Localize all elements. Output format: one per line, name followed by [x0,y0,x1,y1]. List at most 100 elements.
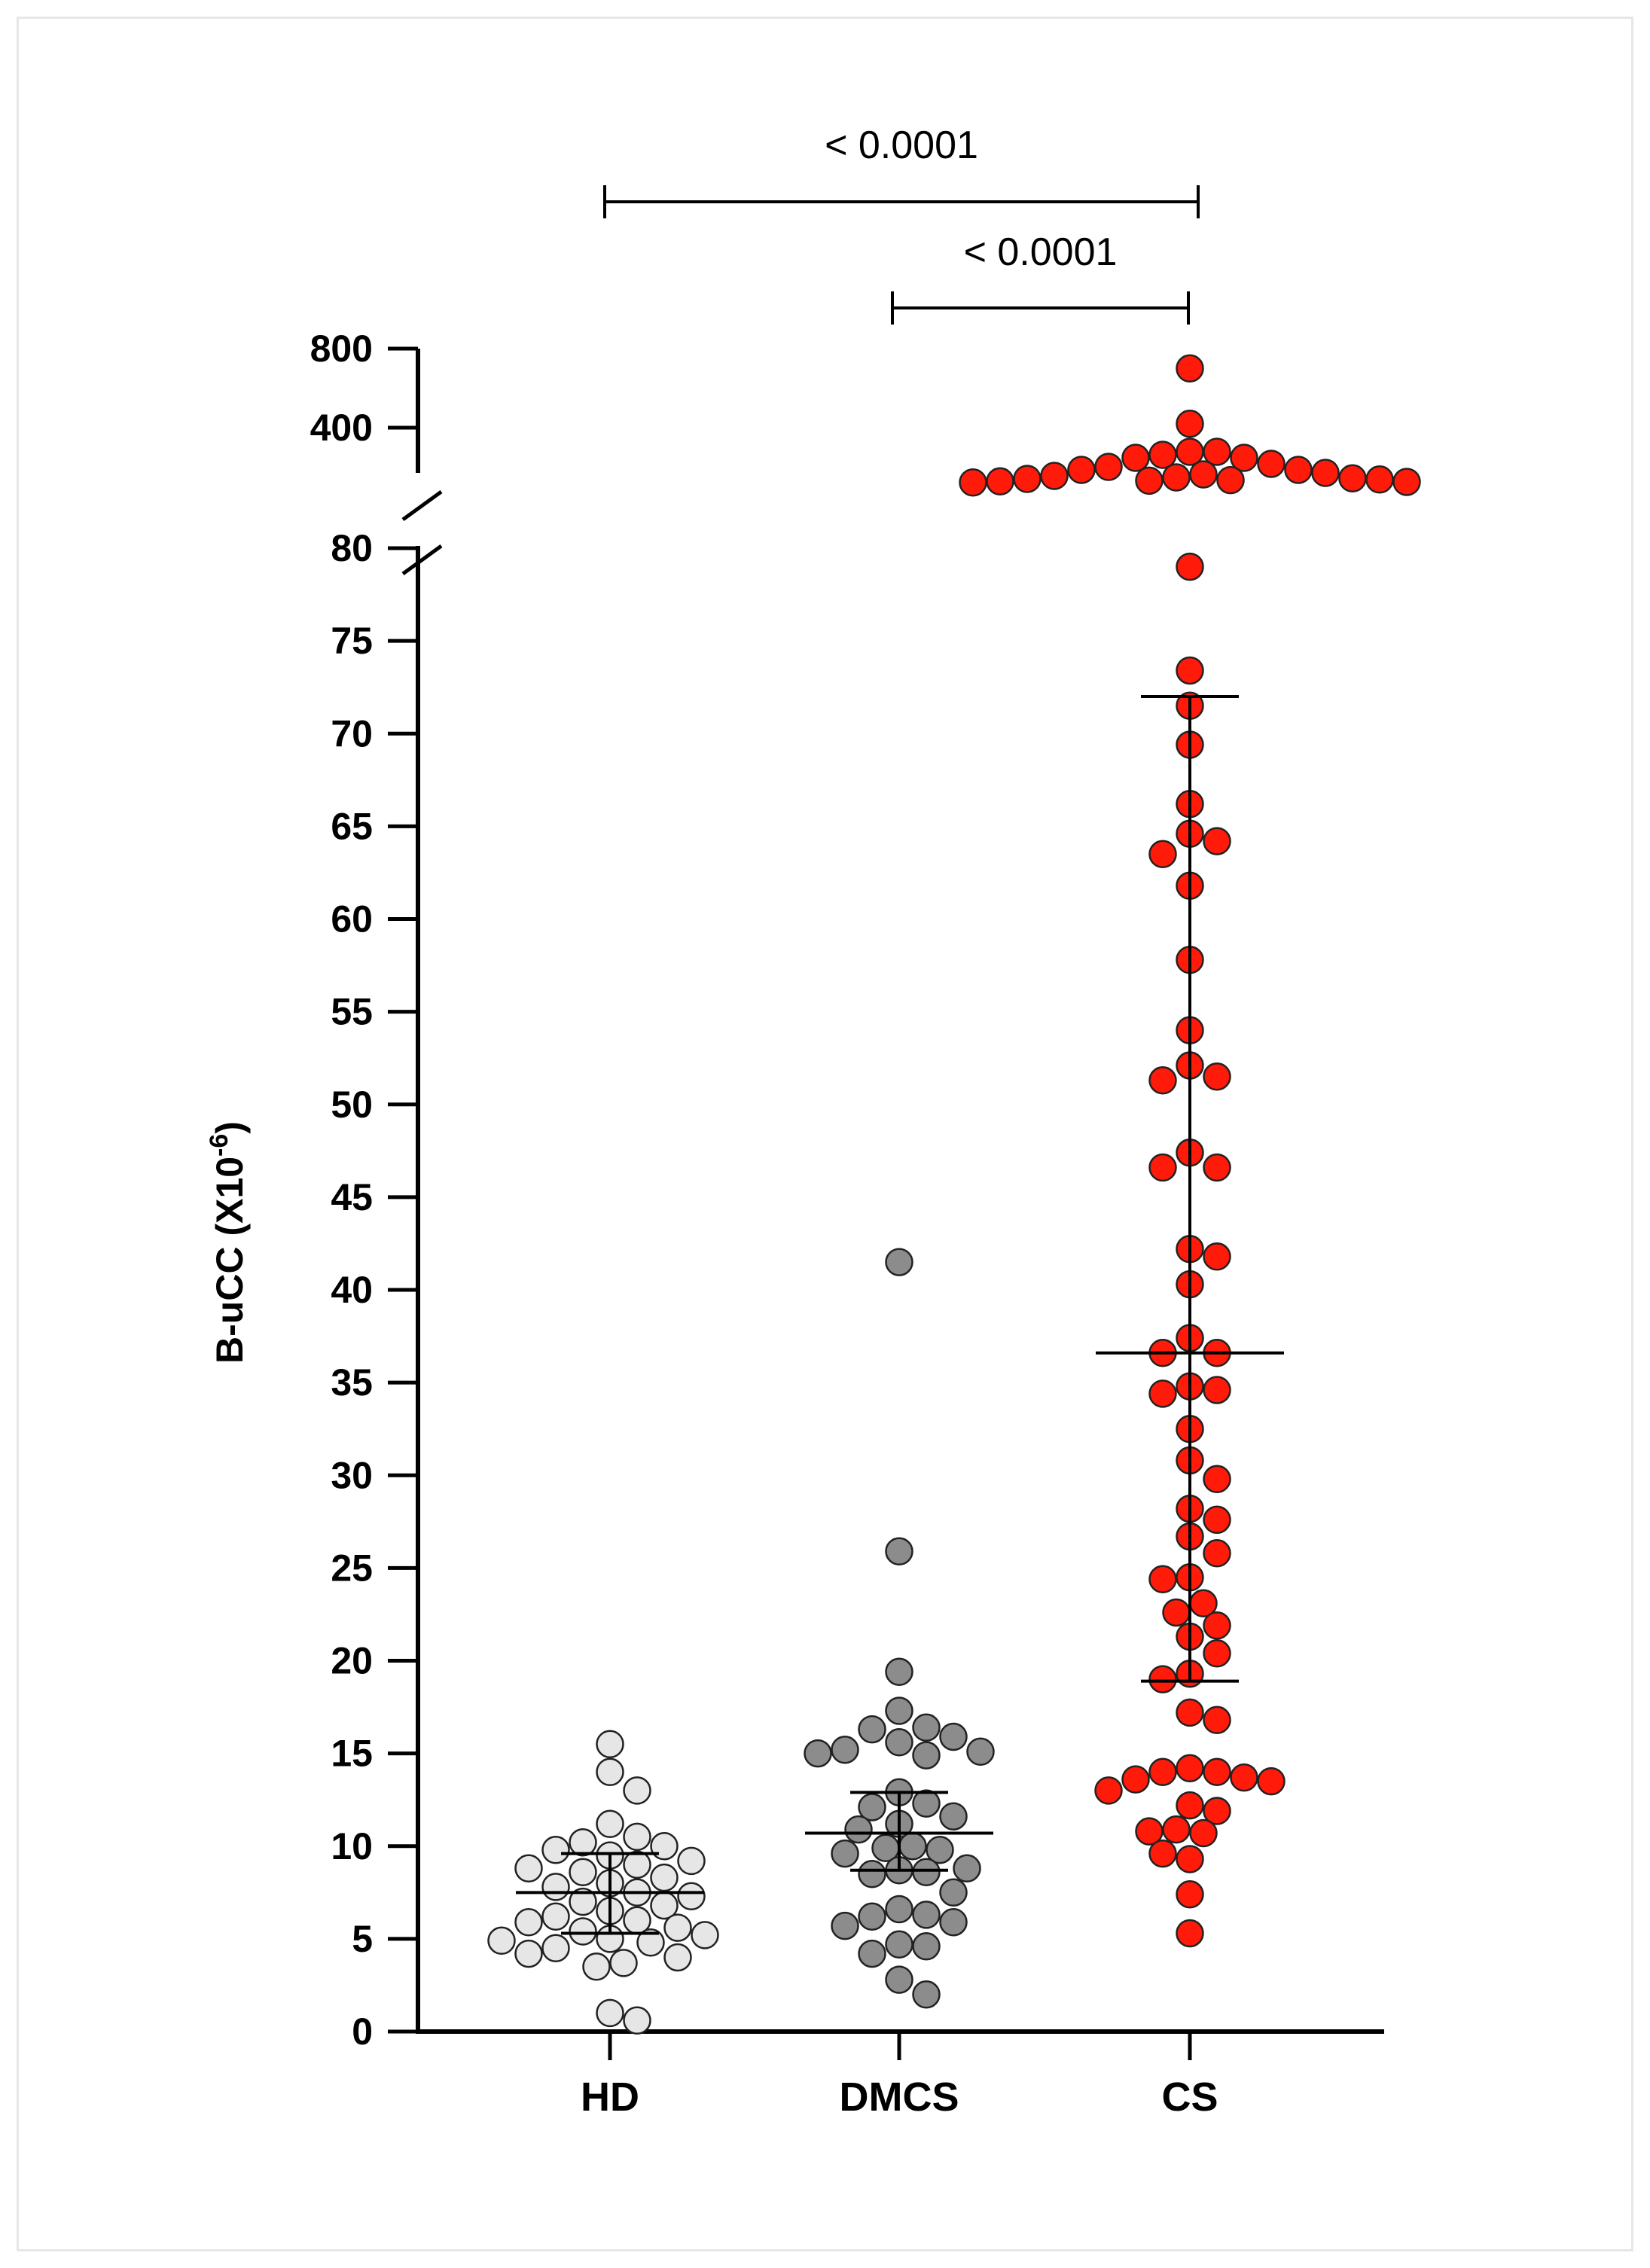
data-point-cs [1176,1880,1204,1909]
data-point-cs [1148,440,1177,469]
y-tick-label: 15 [331,1733,373,1775]
data-point-dmcs [831,1735,859,1764]
data-point-cs [1176,1791,1204,1820]
data-point-cs [1189,460,1218,489]
svg-text:B-uCC (X10-6): B-uCC (X10-6) [205,1121,251,1364]
x-category-label: DMCS [840,2074,959,2120]
y-tick-label: 60 [331,898,373,940]
data-point-dmcs [804,1739,832,1768]
data-point-cs [1189,1818,1218,1848]
data-point-cs [1162,1598,1191,1627]
data-point-cs [1311,459,1340,487]
data-point-cs [1216,465,1245,495]
data-point-cs [1013,465,1042,493]
p-value-label: < 0.0001 [825,123,978,167]
data-point-hd [541,1835,570,1864]
data-point-hd [596,1757,624,1787]
data-point-dmcs [939,1802,968,1831]
data-point-hd [663,1913,692,1942]
data-point-cs [1257,1767,1286,1796]
y-tick-label: 80 [331,527,373,569]
data-point-cs [1067,456,1096,484]
data-point-cs [959,468,987,497]
figure-frame [17,17,1633,2251]
data-point-dmcs [912,1789,941,1818]
data-point-cs [1176,1919,1204,1948]
data-point-dmcs [939,1907,968,1937]
data-point-cs [1148,1153,1177,1182]
data-point-dmcs [939,1722,968,1751]
data-point-cs [1176,1845,1204,1873]
data-point-cs [1203,1062,1231,1091]
data-point-dmcs [953,1854,981,1883]
data-point-dmcs [885,1930,913,1959]
data-point-cs [1203,1242,1231,1271]
data-point-dmcs [831,1911,859,1940]
data-point-hd [541,1873,570,1901]
data-point-dmcs [885,1728,913,1757]
data-point-hd [650,1832,679,1861]
data-point-cs [1148,840,1177,869]
data-point-hd [677,1882,706,1910]
data-point-dmcs [858,1902,886,1931]
data-point-cs [1176,1698,1204,1727]
data-point-cs [1094,453,1123,481]
median-iqr-bars [516,695,1284,1935]
data-points [487,354,1421,2035]
data-point-cs [1284,456,1313,484]
data-point-cs [1148,1839,1177,1868]
y-axis-title-close: ) [209,1121,251,1134]
data-point-cs [1203,1505,1231,1535]
data-point-dmcs [898,1832,927,1861]
data-point-cs [1162,1815,1191,1844]
y-tick-label: 10 [331,1825,373,1867]
data-point-cs [1121,1765,1150,1794]
data-point-cs [1338,464,1367,492]
data-point-hd [691,1921,719,1949]
data-point-hd [677,1846,706,1876]
data-point-hd [487,1926,516,1956]
data-point-dmcs [885,1657,913,1687]
x-category-label: CS [1161,2074,1218,2120]
data-point-dmcs [885,1895,913,1924]
data-point-dmcs [885,1537,913,1565]
data-point-cs [1203,827,1231,855]
data-point-cs [1135,1817,1164,1846]
data-point-dmcs [858,1939,886,1968]
data-point-cs [1148,1665,1177,1693]
data-point-cs [1392,468,1421,496]
data-point-cs [1176,1754,1204,1783]
data-point-hd [609,1949,638,1977]
data-point-cs [1148,1065,1177,1095]
y-axis-title: B-uCC (X10-6) [205,1121,251,1364]
data-point-hd [596,1998,624,2028]
data-point-hd [569,1917,597,1946]
data-point-cs [1121,444,1150,472]
data-point-cs [1203,1639,1231,1668]
data-point-dmcs [912,1741,941,1770]
axes: 0 5 10 15 20 25 30 35 40 45 50 55 60 65 70 75 80 400 800 [310,328,1384,2053]
data-point-dmcs [912,1980,941,2009]
data-point-cs [1257,450,1286,478]
data-point-cs [1230,444,1258,472]
data-point-cs [1176,410,1204,438]
data-point-cs [1203,1465,1231,1493]
data-point-cs [1176,354,1204,383]
data-point-hd [569,1828,597,1857]
y-tick-label: 5 [352,1918,373,1960]
data-point-hd [623,1850,651,1879]
data-point-hd [569,1887,597,1916]
data-point-cs [1203,437,1231,466]
data-point-cs [1365,465,1394,494]
data-point-cs [1148,1379,1177,1408]
data-point-cs [1162,463,1191,492]
data-point-dmcs [885,1248,913,1276]
data-point-hd [650,1863,679,1892]
data-point-hd [514,1907,543,1937]
data-point-dmcs [912,1931,941,1961]
y-tick-label: 0 [352,2010,373,2053]
data-point-dmcs [939,1878,968,1907]
y-tick-label: 35 [331,1361,373,1404]
data-point-dmcs [885,1965,913,1994]
data-point-hd [663,1943,692,1972]
